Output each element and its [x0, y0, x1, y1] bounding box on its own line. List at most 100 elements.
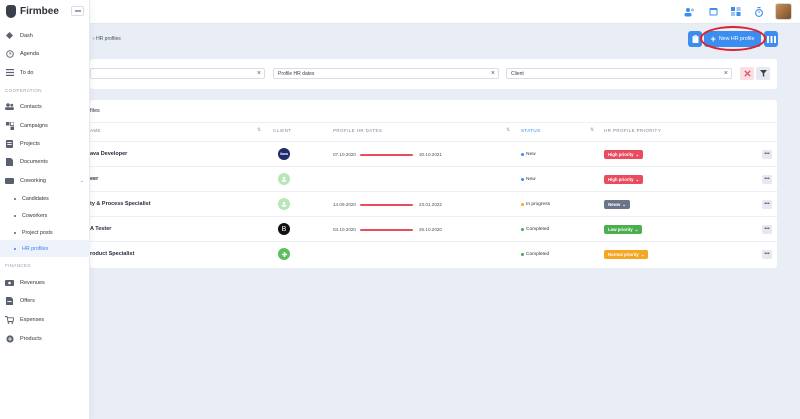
row-actions-button[interactable]: •••: [762, 250, 772, 259]
sort-icon[interactable]: ⇅: [257, 127, 262, 133]
priority-dropdown[interactable]: High priority ⌄: [604, 150, 644, 159]
sidebar-item-offers[interactable]: Offers: [0, 292, 90, 309]
search-input[interactable]: ×: [90, 68, 265, 79]
clear-icon[interactable]: ×: [490, 70, 495, 77]
column-header-priority[interactable]: HR PROFILE PRIORITY: [604, 128, 662, 133]
priority-dropdown[interactable]: Low priority ⌄: [604, 225, 643, 234]
clock-icon: [5, 49, 14, 58]
sidebar-item-agenda[interactable]: Agenda: [0, 45, 90, 62]
coworking-icon: [5, 177, 14, 185]
status-badge: In progress: [521, 202, 550, 207]
start-date: 07.10.2020: [333, 152, 356, 157]
table-row[interactable]: eer New High priority ⌄ •••: [90, 166, 777, 191]
plus-circle-icon: [281, 251, 287, 257]
new-hr-profile-button[interactable]: + New HR profile: [704, 31, 761, 47]
sidebar-item-label: Agenda: [20, 50, 39, 57]
breadcrumb-current[interactable]: HR profiles: [96, 36, 121, 42]
clear-icon[interactable]: ×: [256, 70, 261, 77]
bullet-icon: [14, 247, 16, 250]
table-row[interactable]: ava Developer ilana 07.10.2020 30.10.202…: [90, 141, 777, 166]
section-finances: FINANCES: [5, 263, 31, 268]
calendar-icon[interactable]: [706, 5, 720, 19]
logo-icon: [6, 5, 16, 18]
profile-name[interactable]: ty & Process Specialist: [90, 201, 151, 207]
sidebar-item-contacts[interactable]: Contacts: [0, 98, 90, 115]
user-icon: [281, 201, 287, 207]
profile-name[interactable]: roduct Specialist: [90, 251, 135, 257]
start-date: 14.09.2020: [333, 202, 356, 207]
filter-button[interactable]: [756, 67, 770, 80]
filter-bar: × Profile HR dates × Client ×: [90, 59, 777, 89]
sidebar-item-expenses[interactable]: Expenses: [0, 311, 90, 328]
clipboard-icon: [692, 35, 698, 43]
sidebar-item-coworking[interactable]: Coworking ⌄: [0, 172, 90, 189]
sidebar-item-documents[interactable]: Documents: [0, 153, 90, 170]
clear-filters-button[interactable]: [740, 67, 754, 80]
sidebar-item-revenues[interactable]: Revenues: [0, 274, 90, 291]
sidebar-item-todo[interactable]: To do: [0, 64, 90, 81]
row-actions-button[interactable]: •••: [762, 175, 772, 184]
clipboard-button[interactable]: [688, 31, 702, 47]
chevron-down-icon: ⌄: [79, 177, 84, 184]
sort-icon[interactable]: ⇅: [590, 127, 595, 133]
client-placeholder-logo: [278, 173, 290, 185]
priority-dropdown[interactable]: Neww ⌄: [604, 200, 630, 209]
sidebar-item-label: Documents: [20, 158, 48, 165]
end-date: 26.10.2020: [419, 227, 442, 232]
sidebar-item-candidates[interactable]: Candidates: [0, 190, 90, 207]
priority-label: Neww: [608, 202, 621, 207]
sidebar-collapse-button[interactable]: [71, 6, 84, 16]
sidebar-item-project-posts[interactable]: Project posts: [0, 224, 90, 241]
table-row[interactable]: roduct Specialist Completed Normal prior…: [90, 241, 777, 266]
profile-name[interactable]: A Tester: [90, 226, 112, 232]
more-icon: •••: [764, 251, 770, 257]
avatar[interactable]: [775, 3, 792, 20]
bullet-icon: [14, 214, 16, 217]
chevron-down-icon: ⌄: [640, 251, 645, 257]
date-range-bar: [360, 154, 413, 156]
app-name: Firmbee: [20, 6, 59, 17]
bullet-icon: [14, 197, 16, 200]
sort-icon[interactable]: ⇅: [506, 127, 511, 133]
users-icon[interactable]: [683, 5, 697, 19]
clear-icon[interactable]: ×: [723, 70, 728, 77]
table-row[interactable]: A Tester B 04.10.2020 26.10.2020 Complet…: [90, 216, 777, 241]
chevron-down-icon: ⌄: [635, 151, 640, 157]
row-actions-button[interactable]: •••: [762, 200, 772, 209]
sidebar-item-label: HR profiles: [22, 245, 49, 252]
hr-dates-filter[interactable]: Profile HR dates ×: [273, 68, 499, 79]
profile-name[interactable]: ava Developer: [90, 151, 128, 157]
columns-button[interactable]: [764, 31, 778, 47]
priority-dropdown[interactable]: High priority ⌄: [604, 175, 644, 184]
sidebar-item-label: Dash: [20, 32, 33, 39]
table-title: files: [90, 108, 100, 114]
sidebar-item-dash[interactable]: Dash: [0, 27, 90, 44]
timer-icon[interactable]: [752, 5, 766, 19]
contacts-icon: [5, 103, 14, 111]
priority-dropdown[interactable]: Normal priority ⌄: [604, 250, 649, 259]
row-actions-button[interactable]: •••: [762, 225, 772, 234]
grid-icon[interactable]: [729, 5, 743, 19]
row-actions-button[interactable]: •••: [762, 150, 772, 159]
sidebar-item-coworkers[interactable]: Coworkers: [0, 207, 90, 224]
profile-name[interactable]: eer: [90, 176, 99, 182]
client-filter[interactable]: Client ×: [506, 68, 732, 79]
bullet-icon: [14, 231, 16, 234]
projects-icon: [5, 139, 14, 148]
sidebar-item-projects[interactable]: Projects: [0, 135, 90, 152]
sidebar-item-label: Coworkers: [22, 212, 48, 219]
sidebar-item-products[interactable]: Products: [0, 330, 90, 347]
sidebar-item-hr-profiles[interactable]: HR profiles: [0, 240, 90, 257]
sidebar-item-campaigns[interactable]: Campaigns: [0, 117, 90, 134]
sidebar-item-label: Revenues: [20, 279, 45, 286]
status-badge: Completed: [521, 252, 549, 257]
section-cooperation: COOPERATION: [5, 88, 42, 93]
table-row[interactable]: ty & Process Specialist 14.09.2020 23.01…: [90, 191, 777, 216]
column-header-client[interactable]: CLIENT: [273, 128, 292, 133]
column-header-status[interactable]: STATUS: [521, 128, 541, 133]
logo[interactable]: Firmbee: [6, 5, 59, 18]
expenses-icon: [5, 315, 14, 324]
column-header-dates[interactable]: PROFILE HR DATES: [333, 128, 383, 133]
column-header-name[interactable]: AME: [90, 128, 101, 133]
columns-icon: [766, 35, 776, 43]
